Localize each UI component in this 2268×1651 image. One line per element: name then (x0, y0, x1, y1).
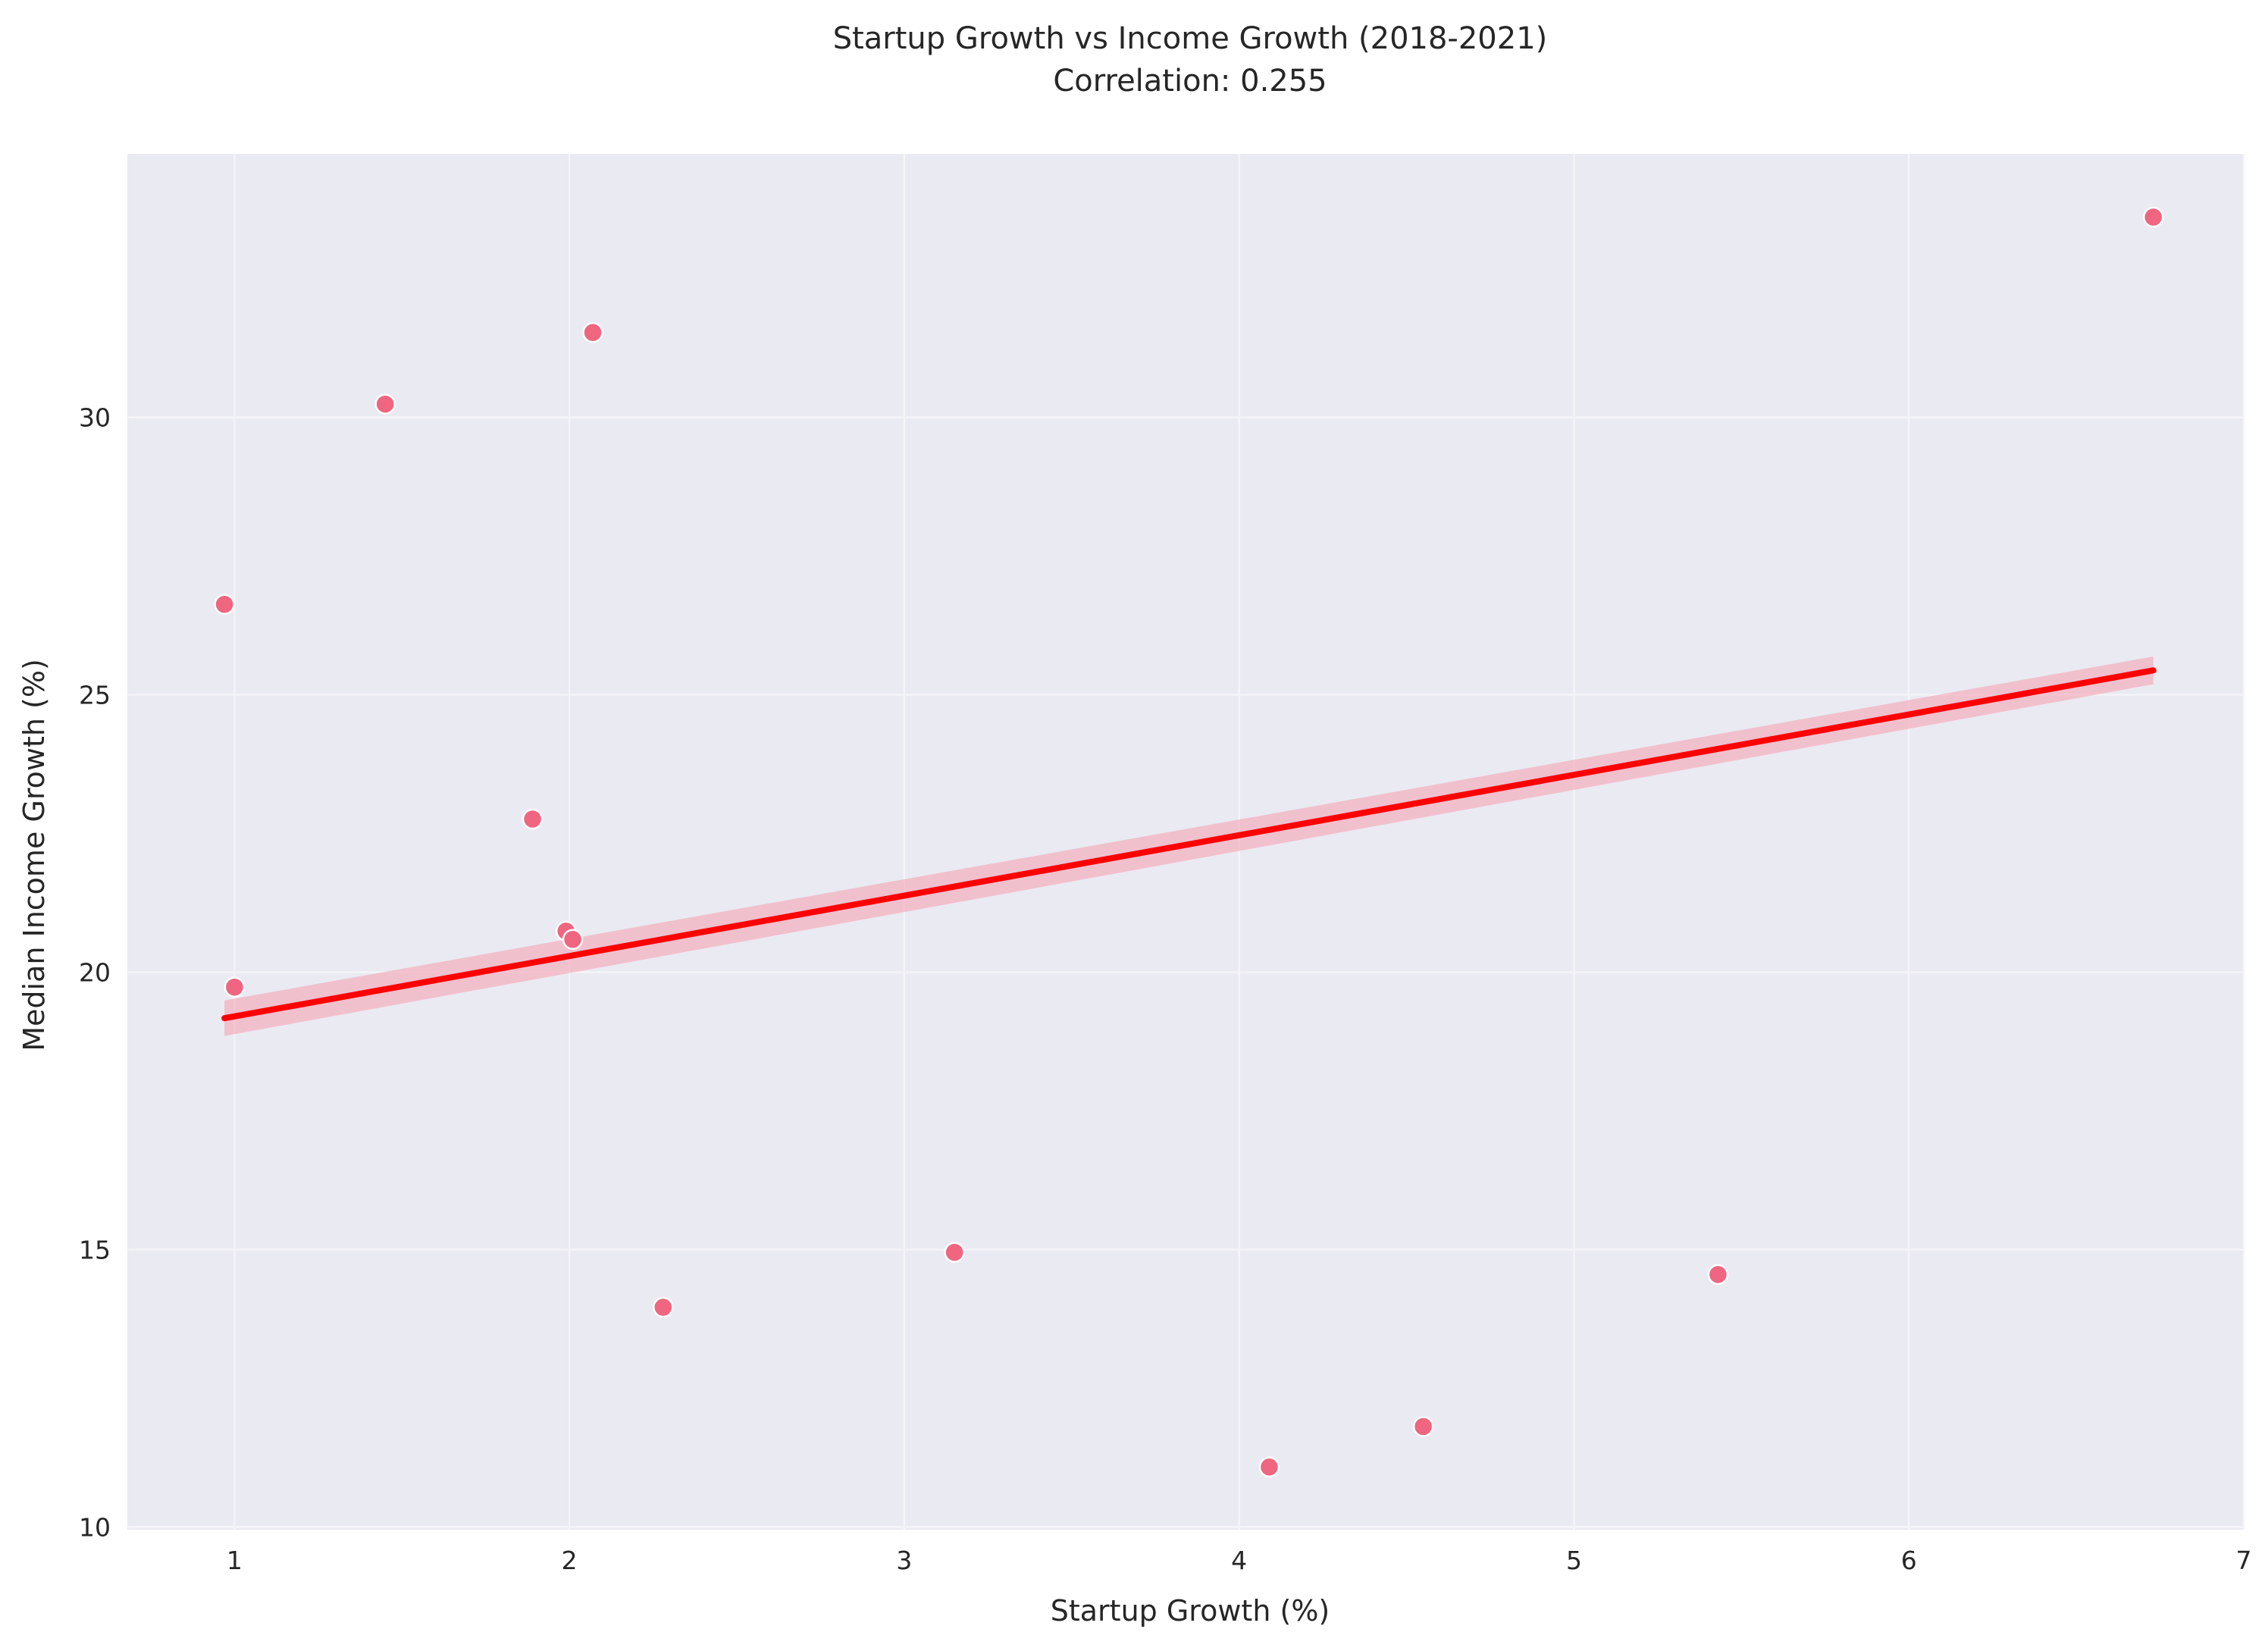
y-axis-label: Median Income Growth (%) (17, 659, 51, 1051)
y-tick-label: 15 (79, 1235, 111, 1264)
y-tick-label: 25 (79, 681, 111, 710)
x-tick-label: 7 (2236, 1546, 2252, 1575)
data-point (1707, 1264, 1729, 1286)
y-tick-label: 20 (79, 957, 111, 987)
x-tick-label: 2 (562, 1546, 578, 1575)
x-tick-label: 5 (1566, 1546, 1582, 1575)
data-point (653, 1296, 674, 1318)
regression-line (221, 667, 2157, 1022)
y-tick-label: 30 (79, 403, 111, 433)
data-point (562, 929, 584, 951)
data-point (944, 1242, 965, 1263)
chart-subtitle: Correlation: 0.255 (1053, 64, 1327, 99)
regression-line-group (221, 667, 2157, 1022)
x-tick-label: 3 (896, 1546, 912, 1575)
x-tick-label: 1 (227, 1546, 243, 1575)
data-point (1258, 1456, 1280, 1478)
data-point (214, 594, 235, 616)
grid-lines (127, 154, 2245, 1530)
data-point (2142, 206, 2164, 228)
data-point (224, 976, 246, 998)
x-tick-label: 6 (1901, 1546, 1917, 1575)
x-tick-label: 4 (1231, 1546, 1247, 1575)
data-point (374, 393, 396, 415)
chart-title: Startup Growth vs Income Growth (2018-20… (833, 21, 1548, 56)
tick-labels: 1 2 3 4 5 6 7 10 15 20 25 30 (79, 403, 2252, 1575)
data-point (582, 321, 603, 343)
x-axis-label: Startup Growth (%) (1051, 1594, 1330, 1628)
y-tick-label: 10 (79, 1512, 111, 1542)
data-point (522, 808, 544, 830)
data-points (214, 206, 2164, 1478)
data-point (1412, 1416, 1434, 1437)
